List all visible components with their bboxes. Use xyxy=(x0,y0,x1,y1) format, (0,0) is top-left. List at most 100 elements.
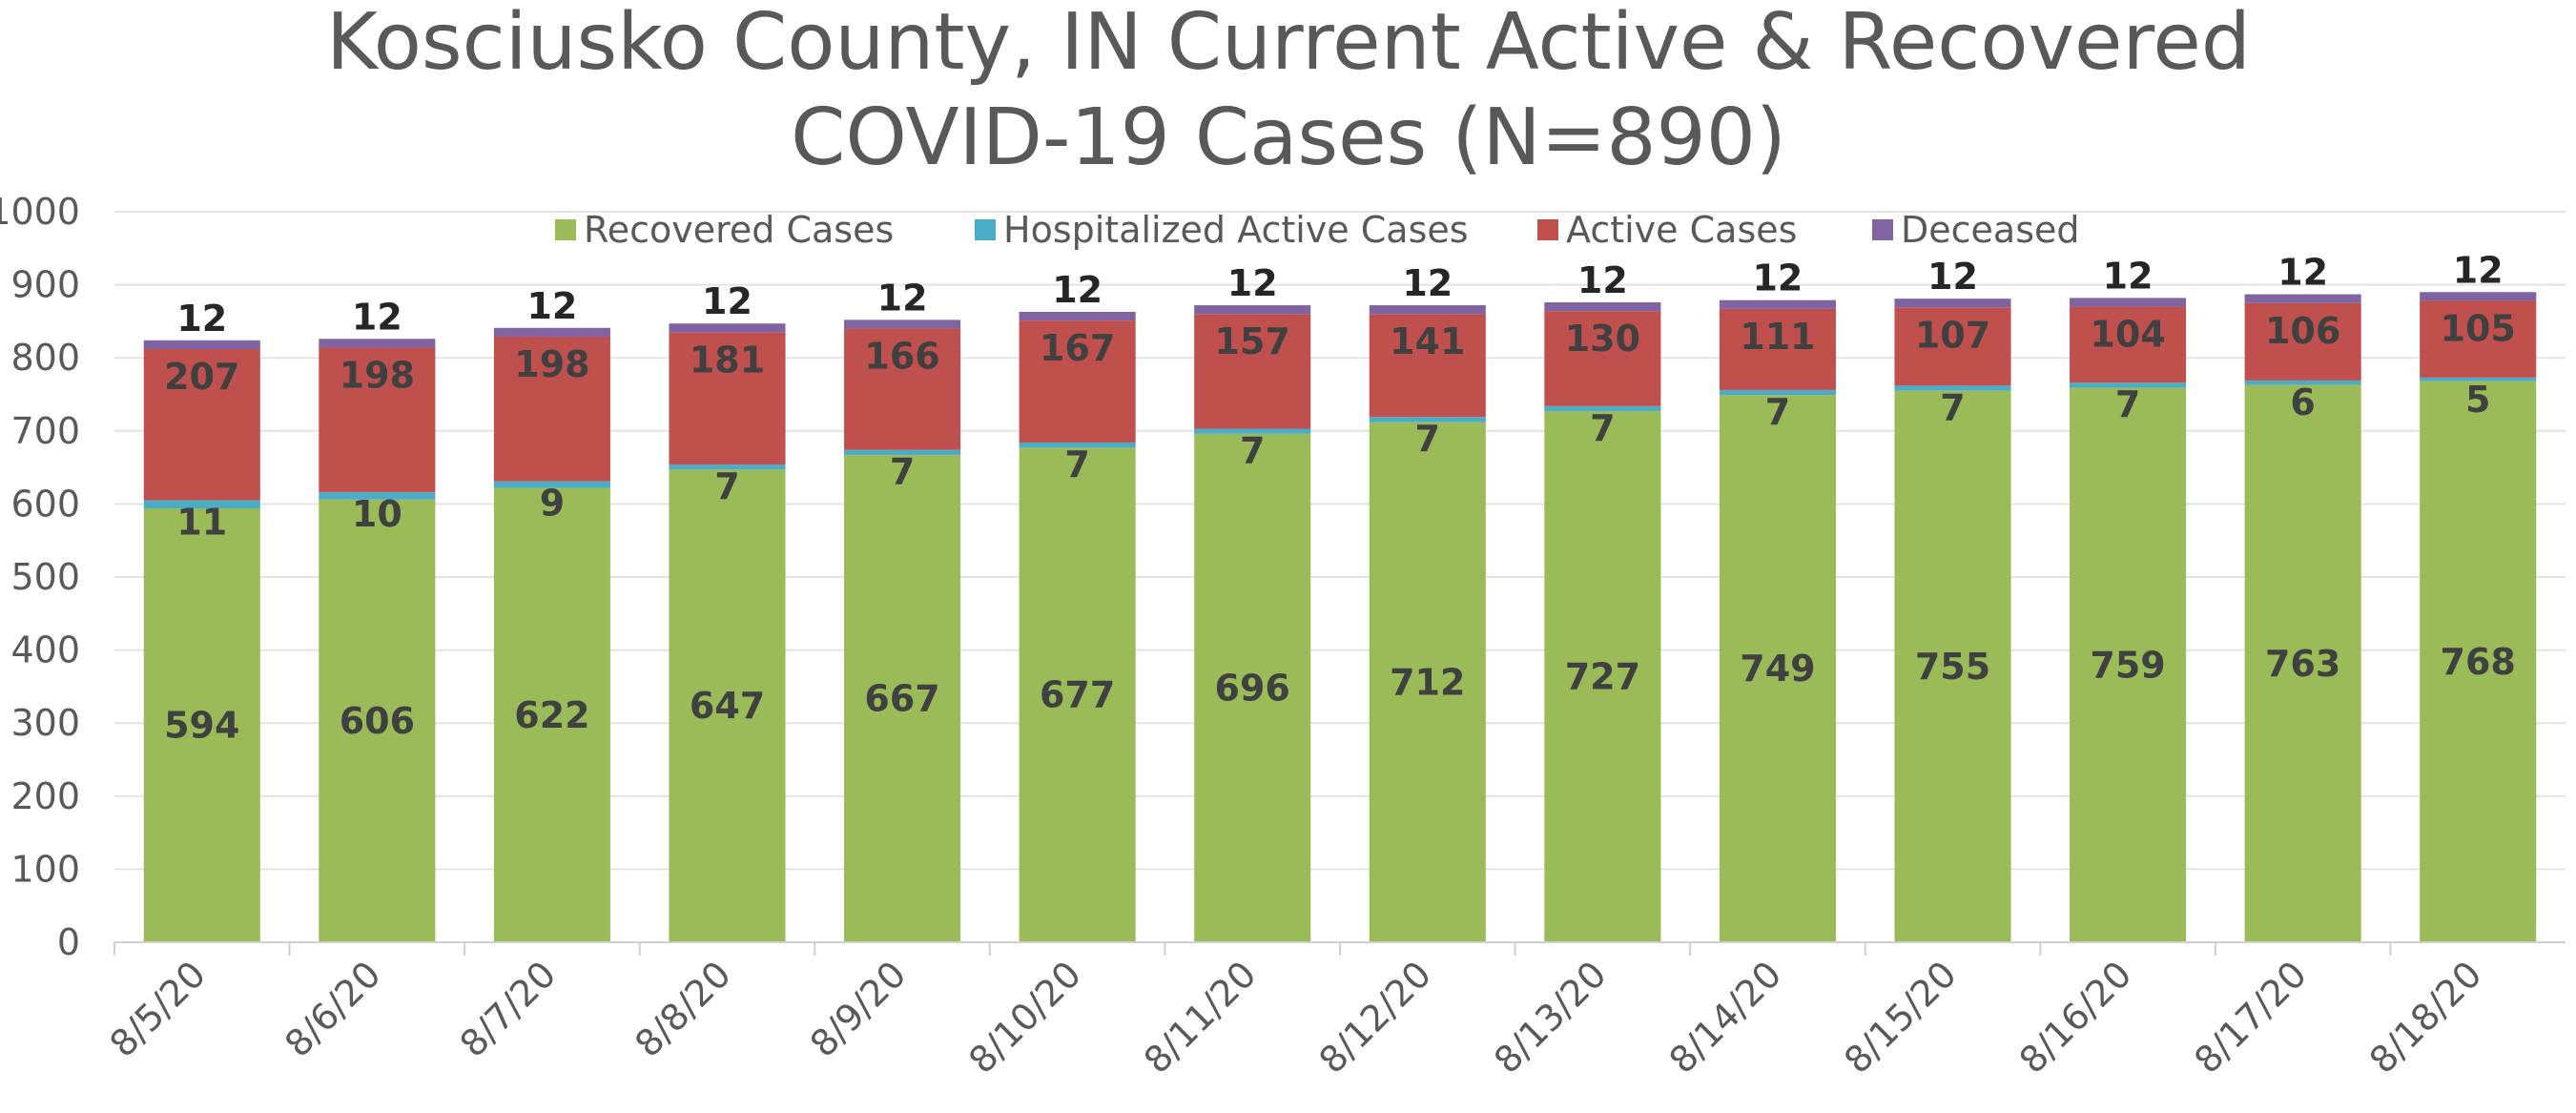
data-label: 727 xyxy=(1565,656,1640,698)
bar-segment xyxy=(1194,314,1311,429)
data-label: 763 xyxy=(2265,643,2340,685)
bar-segment xyxy=(2244,384,2361,942)
legend-label: Hospitalized Active Cases xyxy=(1003,209,1469,251)
data-label: 7 xyxy=(714,465,739,507)
data-label: 167 xyxy=(1040,327,1115,369)
bar-segment xyxy=(1719,308,1836,390)
bar-segment xyxy=(1719,395,1836,942)
bar-segment xyxy=(143,500,260,508)
bar-segment xyxy=(1544,405,1661,412)
data-label: 12 xyxy=(352,296,402,338)
bar-segment xyxy=(844,319,961,329)
legend-label: Active Cases xyxy=(1566,209,1797,251)
bar-segment xyxy=(844,455,961,942)
x-tick-label: 8/5/20 xyxy=(102,953,215,1065)
legend-label: Deceased xyxy=(1901,209,2080,251)
bar-segment xyxy=(1194,305,1311,315)
x-tick-label: 8/10/20 xyxy=(960,953,1089,1082)
data-label: 106 xyxy=(2265,310,2340,352)
y-tick-label: 300 xyxy=(10,702,80,744)
bar-segment xyxy=(1719,299,1836,309)
bar-segment xyxy=(1369,422,1486,942)
data-label: 111 xyxy=(1740,316,1815,358)
chart-title-line-1: Kosciusko County, IN Current Active & Re… xyxy=(326,0,2251,88)
y-tick-label: 800 xyxy=(10,337,80,379)
y-tick-label: 0 xyxy=(57,921,80,963)
legend: Recovered Cases Hospitalized Active Cases… xyxy=(555,209,2080,251)
bar-segment xyxy=(2070,298,2187,307)
x-tick-label: 8/7/20 xyxy=(452,953,565,1065)
bar-segment xyxy=(1894,299,2011,308)
data-label: 759 xyxy=(2090,644,2165,686)
x-tick-label: 8/12/20 xyxy=(1310,953,1439,1082)
bar-segment xyxy=(1369,417,1486,423)
x-tick-label: 8/8/20 xyxy=(627,953,739,1065)
data-label: 10 xyxy=(352,493,402,535)
bar-segment xyxy=(143,349,260,501)
bar-segment xyxy=(2420,381,2537,942)
bar-segment xyxy=(1544,301,1661,312)
data-label: 166 xyxy=(864,336,939,378)
bar-segment xyxy=(1194,433,1311,942)
bar-segment xyxy=(2420,292,2537,301)
data-label: 667 xyxy=(864,678,939,720)
data-label: 12 xyxy=(2103,255,2154,297)
y-tick-label: 1000 xyxy=(0,191,80,233)
x-tick-label: 8/16/20 xyxy=(2011,953,2140,1082)
bar-segment xyxy=(2420,377,2537,381)
bar-segment xyxy=(319,499,436,942)
data-label: 9 xyxy=(540,483,565,525)
bar-segment xyxy=(1544,411,1661,942)
bar-segment xyxy=(319,492,436,500)
bar-segment xyxy=(1019,320,1136,443)
data-label: 141 xyxy=(1390,320,1465,362)
bar-segment xyxy=(1894,385,2011,391)
x-axis: 8/5/20 8/6/20 8/7/20 8/8/20 8/9/20 8/10/20 8/1… xyxy=(102,941,2566,1082)
y-tick-label: 600 xyxy=(10,483,80,525)
bar-segment xyxy=(844,328,961,450)
bar-segment xyxy=(669,464,786,470)
data-label: 622 xyxy=(514,694,589,736)
data-label: 7 xyxy=(1940,386,1965,428)
bar-segment xyxy=(1369,305,1486,315)
bar-segment xyxy=(493,487,610,942)
y-tick-label: 200 xyxy=(10,775,80,817)
bars xyxy=(143,292,2537,943)
data-label: 712 xyxy=(1390,661,1465,703)
data-label: 749 xyxy=(1740,648,1815,690)
bar-segment xyxy=(669,323,786,333)
bar-segment xyxy=(1719,389,1836,396)
data-label: 677 xyxy=(1040,674,1115,716)
bar-segment xyxy=(1019,447,1136,943)
bar-segment xyxy=(669,332,786,465)
bar-segment xyxy=(319,339,436,348)
chart-title-line-2: COVID-19 Cases (N=890) xyxy=(791,93,1786,183)
y-axis: 0 100 200 300 400 500 600 700 800 900 1000 xyxy=(0,191,80,963)
bar-segment xyxy=(844,449,961,456)
bar-segment xyxy=(1894,390,2011,942)
x-tick-label: 8/11/20 xyxy=(1136,953,1265,1082)
data-label: 130 xyxy=(1565,318,1640,360)
bar-segment xyxy=(143,507,260,942)
bar-segment xyxy=(493,327,610,337)
data-label: 198 xyxy=(514,343,589,385)
data-label: 12 xyxy=(702,280,752,322)
data-label: 12 xyxy=(1577,259,1628,301)
data-label: 207 xyxy=(164,356,239,398)
bar-segment xyxy=(2070,387,2187,943)
bar-segment xyxy=(2244,380,2361,385)
data-label: 12 xyxy=(526,285,577,327)
data-label: 12 xyxy=(1752,258,1803,299)
bar-segment xyxy=(2244,294,2361,303)
y-tick-label: 700 xyxy=(10,410,80,452)
bar-segment xyxy=(493,336,610,482)
legend-swatch xyxy=(1872,219,1893,240)
data-label: 105 xyxy=(2441,307,2516,349)
data-label: 696 xyxy=(1215,667,1290,709)
y-tick-label: 500 xyxy=(10,556,80,598)
bar-segment xyxy=(2420,300,2537,378)
data-label: 7 xyxy=(1415,418,1440,460)
bar-segment xyxy=(319,347,436,493)
y-tick-label: 100 xyxy=(10,848,80,890)
